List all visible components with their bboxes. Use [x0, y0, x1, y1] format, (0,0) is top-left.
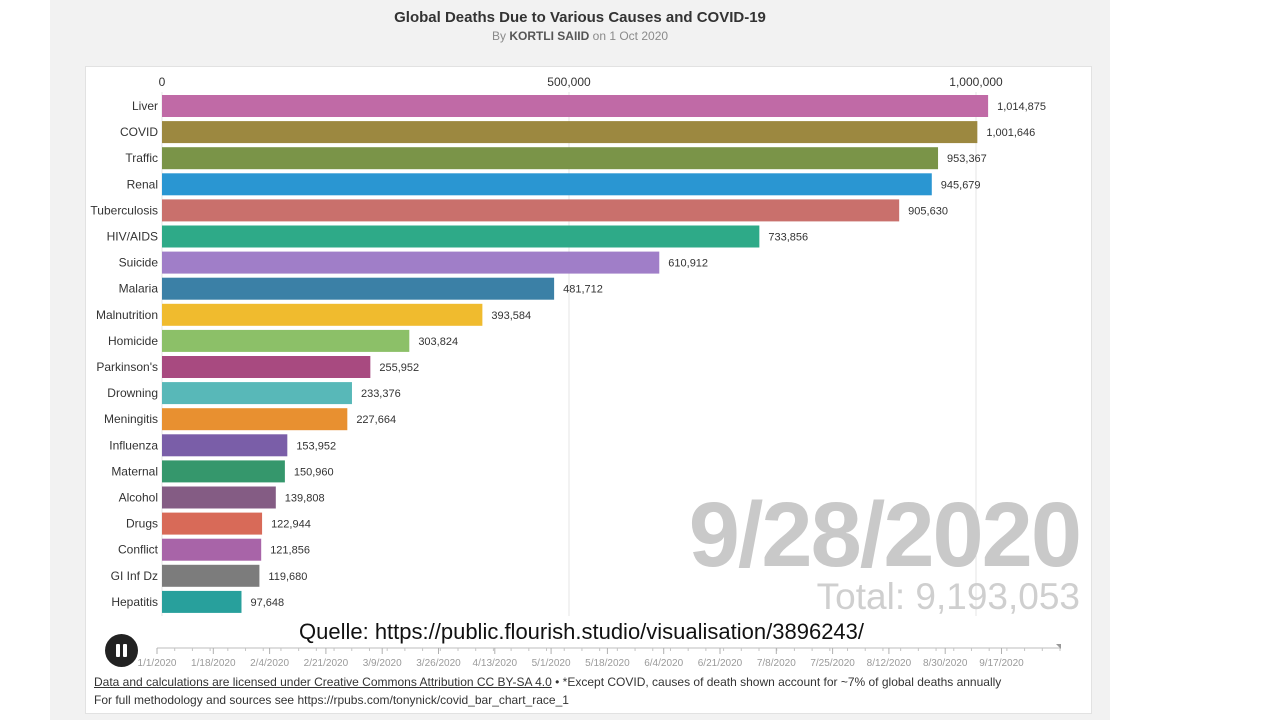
- subtitle-date: on 1 Oct 2020: [592, 29, 669, 43]
- bar: [162, 408, 348, 431]
- value-label: 1,014,875: [997, 101, 1046, 113]
- category-label: Malaria: [119, 282, 159, 296]
- current-date-label: 9/28/2020: [688, 484, 1082, 586]
- x-tick-label: 500,000: [547, 75, 591, 89]
- bar: [162, 199, 900, 222]
- timeline-tick-label: 1/1/2020: [138, 658, 177, 669]
- category-label: Renal: [127, 177, 158, 191]
- timeline-tick-label: 5/18/2020: [585, 658, 630, 669]
- bar: [162, 486, 276, 509]
- timeline-tick-label: 4/13/2020: [473, 658, 518, 669]
- category-label: HIV/AIDS: [107, 230, 158, 244]
- value-label: 610,912: [668, 258, 708, 270]
- timeline-tick-label: 9/17/2020: [979, 658, 1024, 669]
- value-label: 233,376: [361, 388, 401, 400]
- category-label: Traffic: [125, 151, 158, 165]
- timeline-tick-label: 3/9/2020: [363, 658, 402, 669]
- category-label: Malnutrition: [96, 308, 158, 322]
- bar: [162, 121, 978, 144]
- value-label: 255,952: [379, 362, 419, 374]
- timeline-tick-label: 6/21/2020: [698, 658, 743, 669]
- value-label: 1,001,646: [986, 127, 1035, 139]
- pause-icon: [116, 644, 120, 657]
- pause-button[interactable]: [105, 634, 138, 667]
- license-note: • *Except COVID, causes of death shown a…: [551, 675, 1002, 689]
- category-label: COVID: [120, 125, 158, 139]
- category-label: Homicide: [108, 334, 158, 348]
- license-footer: Data and calculations are licensed under…: [94, 675, 1001, 689]
- bar: [162, 512, 263, 535]
- bar: [162, 434, 288, 457]
- bar: [162, 590, 242, 613]
- value-label: 953,367: [947, 153, 987, 165]
- value-label: 227,664: [356, 414, 396, 426]
- value-label: 122,944: [271, 519, 311, 531]
- source-caption: Quelle: https://public.flourish.studio/v…: [299, 619, 865, 644]
- value-label: 905,630: [908, 205, 948, 217]
- bar: [162, 329, 410, 352]
- category-label: Tuberculosis: [90, 203, 158, 217]
- bar: [162, 382, 352, 405]
- bar: [162, 173, 932, 196]
- category-label: Suicide: [119, 256, 159, 270]
- timeline-tick-label: 3/26/2020: [416, 658, 461, 669]
- value-label: 139,808: [285, 493, 325, 505]
- timeline-tick-label: 2/4/2020: [250, 658, 289, 669]
- value-label: 153,952: [296, 440, 336, 452]
- category-label: Maternal: [111, 464, 158, 478]
- timeline-tick-label: 8/30/2020: [923, 658, 968, 669]
- category-label: Hepatitis: [111, 595, 158, 609]
- chart-title: Global Deaths Due to Various Causes and …: [394, 9, 766, 26]
- category-label: Drowning: [107, 386, 158, 400]
- bar: [162, 460, 285, 483]
- value-label: 303,824: [418, 336, 458, 348]
- value-label: 150,960: [294, 466, 334, 478]
- category-label: Meningitis: [104, 412, 158, 426]
- bar: [162, 251, 660, 274]
- bar: [162, 225, 760, 248]
- bar: [162, 277, 555, 300]
- value-label: 393,584: [491, 310, 531, 322]
- x-tick-label: 1,000,000: [949, 75, 1003, 89]
- category-label: Alcohol: [119, 491, 158, 505]
- timeline-tick-label: 6/4/2020: [644, 658, 683, 669]
- category-label: Parkinson's: [96, 360, 158, 374]
- timeline-tick-label: 2/21/2020: [304, 658, 349, 669]
- value-label: 481,712: [563, 284, 603, 296]
- x-tick-label: 0: [159, 75, 166, 89]
- category-label: GI Inf Dz: [111, 569, 158, 583]
- category-label: Influenza: [109, 438, 158, 452]
- value-label: 733,856: [768, 232, 808, 244]
- timeline-tick-label: 5/1/2020: [532, 658, 571, 669]
- bar: [162, 303, 483, 326]
- timeline-tick-label: 8/12/2020: [867, 658, 912, 669]
- timeline-tick-label: 7/8/2020: [757, 658, 796, 669]
- pause-icon-bar: [123, 644, 127, 657]
- category-label: Liver: [132, 99, 158, 113]
- value-label: 121,856: [270, 545, 310, 557]
- bar: [162, 564, 260, 587]
- total-label: Total: 9,193,053: [816, 576, 1080, 617]
- bar: [162, 356, 371, 378]
- category-label: Conflict: [118, 543, 159, 557]
- timeline-tick-label: 7/25/2020: [810, 658, 855, 669]
- category-label: Drugs: [126, 517, 158, 531]
- timeline-tick-label: 1/18/2020: [191, 658, 236, 669]
- value-label: 119,680: [268, 571, 307, 583]
- bar: [162, 95, 989, 117]
- bar: [162, 147, 939, 170]
- value-label: 97,648: [250, 597, 284, 609]
- bar: [162, 538, 262, 561]
- timeline-end-marker: [1056, 644, 1061, 649]
- chart-subtitle: By KORTLI SAIID on 1 Oct 2020: [50, 29, 1110, 43]
- methodology-footer: For full methodology and sources see htt…: [94, 693, 569, 707]
- author-name[interactable]: KORTLI SAIID: [509, 29, 590, 43]
- value-label: 945,679: [941, 179, 981, 191]
- subtitle-prefix: By: [491, 29, 506, 43]
- license-link[interactable]: Data and calculations are licensed under…: [94, 675, 552, 689]
